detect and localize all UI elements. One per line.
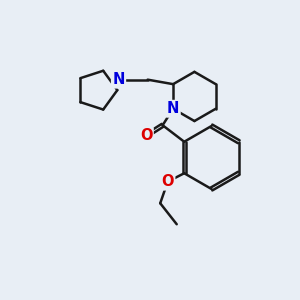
Text: O: O <box>140 128 152 143</box>
Text: N: N <box>167 101 179 116</box>
Text: N: N <box>112 72 125 87</box>
Text: O: O <box>161 174 174 189</box>
